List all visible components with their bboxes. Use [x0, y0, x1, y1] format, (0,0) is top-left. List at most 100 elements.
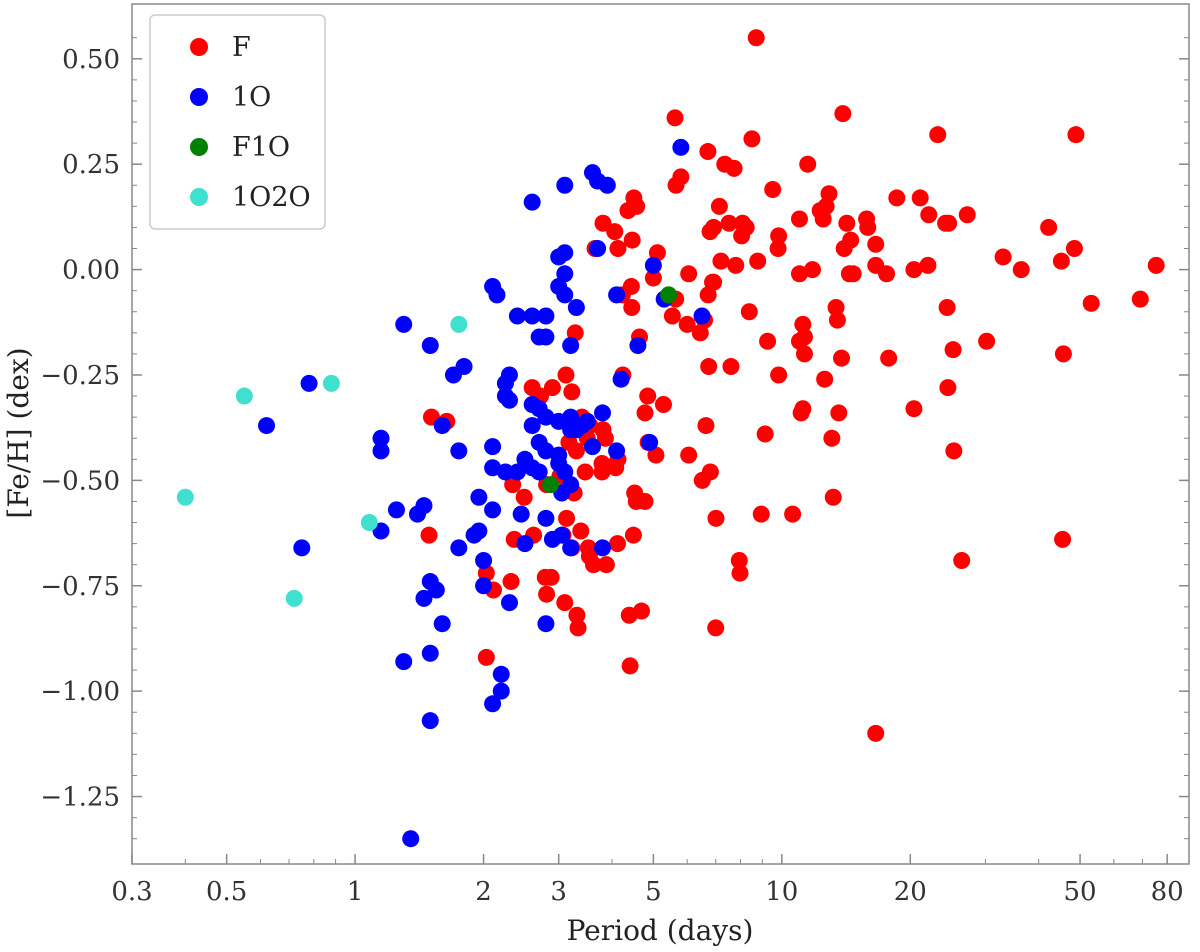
data-point — [502, 573, 520, 591]
data-point — [1040, 218, 1058, 236]
data-point — [612, 370, 630, 388]
data-point — [556, 594, 574, 612]
data-point — [556, 176, 574, 194]
data-point — [823, 429, 841, 447]
data-point — [450, 442, 468, 460]
data-point — [538, 585, 556, 603]
data-point — [824, 488, 842, 506]
data-point — [415, 589, 433, 607]
data-point — [725, 159, 743, 177]
data-point — [395, 315, 413, 333]
data-point — [492, 665, 510, 683]
data-point — [919, 256, 937, 274]
data-point — [790, 210, 808, 228]
data-point — [666, 109, 684, 127]
data-point — [623, 299, 641, 317]
plot-frame — [131, 3, 1190, 865]
data-point — [470, 488, 488, 506]
data-point — [567, 421, 585, 439]
data-point — [958, 206, 976, 224]
data-point — [842, 231, 860, 249]
data-point — [500, 366, 518, 384]
legend: F 1O F1O 1O2O — [149, 14, 326, 230]
data-point — [888, 189, 906, 207]
data-point — [556, 265, 574, 283]
data-point — [402, 830, 420, 848]
data-point — [568, 606, 586, 624]
x-tick-label: 2 — [475, 877, 492, 907]
legend-label-f: F — [232, 32, 251, 63]
axis-tick-labels: 0.50 0.25 0.00 −0.25 −0.50 −0.75 −1.00 −1.25 0.3… — [40, 45, 1183, 907]
y-tick-label: −0.75 — [40, 572, 120, 602]
data-point — [939, 379, 957, 397]
data-point — [644, 256, 662, 274]
data-point — [484, 438, 502, 456]
data-point — [720, 214, 738, 232]
data-point — [488, 286, 506, 304]
data-point — [859, 218, 877, 236]
data-point — [740, 303, 758, 321]
data-point — [940, 214, 958, 232]
data-point — [492, 682, 510, 700]
data-point — [795, 328, 813, 346]
data-point — [663, 307, 681, 325]
data-point — [743, 130, 761, 148]
data-point — [880, 349, 898, 367]
data-point — [589, 240, 607, 258]
data-point — [537, 307, 555, 325]
legend-label-1o2o: 1O2O — [232, 182, 311, 213]
legend-marker-f — [190, 38, 208, 56]
data-point — [300, 374, 318, 392]
data-point — [759, 332, 777, 350]
y-axis-label: [Fe/H] (dex) — [2, 347, 35, 518]
data-point — [838, 214, 856, 232]
data-point — [622, 277, 640, 295]
data-point — [707, 509, 725, 527]
legend-box — [149, 14, 326, 230]
data-point — [322, 374, 340, 392]
data-point — [541, 476, 559, 494]
data-point — [770, 227, 788, 245]
data-point — [608, 535, 626, 553]
y-tick-label: 0.50 — [62, 45, 120, 75]
data-point — [596, 429, 614, 447]
data-point — [833, 349, 851, 367]
data-point — [911, 189, 929, 207]
data-point — [558, 509, 576, 527]
data-point — [764, 180, 782, 198]
legend-label-f1o: F1O — [232, 132, 290, 163]
data-point — [1054, 345, 1072, 363]
data-point — [500, 391, 518, 409]
data-point — [699, 143, 717, 161]
data-point — [293, 539, 311, 557]
data-point — [647, 446, 665, 464]
x-axis-label: Period (days) — [567, 914, 754, 947]
data-point — [372, 429, 390, 447]
data-point — [1054, 530, 1072, 548]
x-tick-label: 10 — [765, 877, 798, 907]
data-point — [654, 395, 672, 413]
data-point — [629, 336, 647, 354]
data-point — [844, 265, 862, 283]
data-point — [623, 231, 641, 249]
data-point — [450, 539, 468, 557]
data-point — [562, 539, 580, 557]
data-point — [475, 577, 493, 595]
data-point — [421, 712, 439, 730]
data-point — [700, 358, 718, 376]
data-point — [752, 505, 770, 523]
data-point — [235, 387, 253, 405]
data-point — [803, 261, 821, 279]
data-point — [484, 459, 502, 477]
data-point — [680, 446, 698, 464]
data-point — [523, 307, 541, 325]
data-point — [625, 189, 643, 207]
data-point — [944, 341, 962, 359]
data-point — [583, 438, 601, 456]
data-point — [387, 501, 405, 519]
data-point — [608, 442, 626, 460]
data-point — [609, 240, 627, 258]
data-point — [878, 265, 896, 283]
data-point — [543, 379, 561, 397]
